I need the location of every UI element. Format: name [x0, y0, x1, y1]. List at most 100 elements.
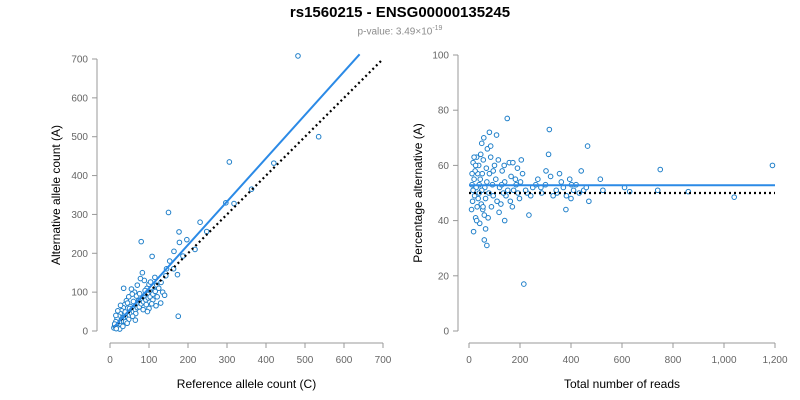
x-tick-label: 200	[180, 355, 197, 366]
data-point	[474, 204, 480, 210]
data-point	[657, 166, 664, 173]
data-point	[144, 308, 151, 315]
x-tick-label: 600	[614, 355, 631, 366]
data-point	[197, 219, 203, 225]
data-point	[152, 274, 158, 281]
x-tick-label: 100	[141, 355, 158, 366]
data-point	[203, 228, 210, 235]
data-point	[483, 165, 490, 171]
y-tick-label: 400	[71, 171, 88, 182]
data-point	[113, 325, 120, 332]
data-point	[149, 253, 155, 260]
data-point	[514, 165, 521, 171]
data-point	[175, 313, 182, 320]
data-point	[504, 187, 511, 194]
data-point	[171, 248, 177, 255]
data-point	[498, 201, 504, 207]
data-point	[566, 176, 573, 182]
data-point	[496, 209, 502, 216]
data-point	[125, 294, 132, 300]
data-point	[115, 307, 121, 314]
data-point	[477, 176, 484, 182]
data-point	[473, 217, 480, 224]
data-point	[486, 190, 492, 196]
data-point	[117, 302, 124, 309]
data-point	[470, 187, 476, 194]
data-point	[491, 162, 498, 169]
data-point	[550, 192, 556, 199]
p-value-exponent: -19	[432, 25, 443, 32]
data-point	[469, 170, 475, 177]
data-point	[578, 168, 585, 174]
data-point	[507, 198, 514, 205]
data-point	[499, 168, 505, 174]
x-tick-label: 500	[297, 355, 314, 366]
data-point	[486, 129, 493, 136]
data-point	[512, 176, 519, 182]
data-point	[480, 135, 487, 141]
data-point	[563, 206, 569, 213]
data-point	[138, 238, 144, 245]
data-point	[136, 290, 143, 297]
data-point	[546, 126, 553, 133]
y-axis-title: Alternative allele count (A)	[49, 125, 63, 265]
data-point	[526, 212, 532, 218]
data-point	[731, 194, 738, 200]
data-point	[508, 173, 514, 180]
y-tick-label: 0	[82, 327, 88, 338]
data-point	[481, 237, 488, 243]
data-point	[769, 162, 776, 169]
p-value-subtitle: p-value: 3.49×10-19	[0, 25, 800, 37]
data-point	[586, 198, 592, 205]
data-point	[597, 176, 604, 182]
data-point	[152, 288, 159, 295]
allele-count-scatter: 0 100 200 300 400 500 600 700 0 100 200 300 400 500 60…	[49, 53, 392, 391]
data-point	[471, 154, 477, 160]
y-tick-label: 40	[438, 216, 450, 227]
data-point	[482, 226, 489, 232]
y-tick-label: 100	[432, 51, 449, 62]
data-point	[231, 200, 237, 207]
y-tick-label: 100	[71, 288, 88, 299]
x-tick-label: 400	[258, 355, 275, 366]
data-point	[166, 258, 173, 264]
data-point	[558, 179, 565, 185]
data-point	[475, 195, 481, 202]
y-tick-label: 60	[438, 161, 450, 172]
x-tick-label: 200	[512, 355, 529, 366]
data-point	[147, 279, 154, 285]
data-point	[155, 285, 162, 292]
data-point	[518, 157, 525, 163]
data-point	[271, 160, 277, 166]
data-point	[148, 301, 155, 307]
data-point	[493, 132, 500, 138]
data-point	[484, 242, 490, 249]
data-point	[522, 187, 529, 194]
data-point	[535, 176, 541, 182]
y-tick-label: 200	[71, 249, 88, 260]
x-tick-label: 0	[466, 355, 472, 366]
y-tick-label: 500	[71, 132, 88, 143]
data-point	[315, 133, 322, 140]
data-point	[519, 170, 526, 177]
data-point	[482, 195, 489, 202]
data-point	[113, 312, 119, 319]
data-point	[184, 236, 190, 243]
data-point	[295, 53, 301, 59]
data-point	[176, 229, 182, 235]
data-point	[120, 323, 126, 330]
data-point	[510, 159, 516, 166]
data-point	[556, 170, 563, 177]
data-point	[568, 195, 574, 202]
x-axis-title: Reference allele count (C)	[177, 377, 316, 391]
data-point	[226, 159, 233, 165]
data-point	[517, 179, 524, 185]
data-point	[165, 209, 172, 216]
data-point	[124, 320, 130, 327]
y-tick-label: 600	[71, 93, 88, 104]
x-tick-label: 800	[665, 355, 682, 366]
data-point	[584, 143, 591, 149]
data-point	[547, 173, 554, 180]
data-point	[510, 187, 517, 194]
